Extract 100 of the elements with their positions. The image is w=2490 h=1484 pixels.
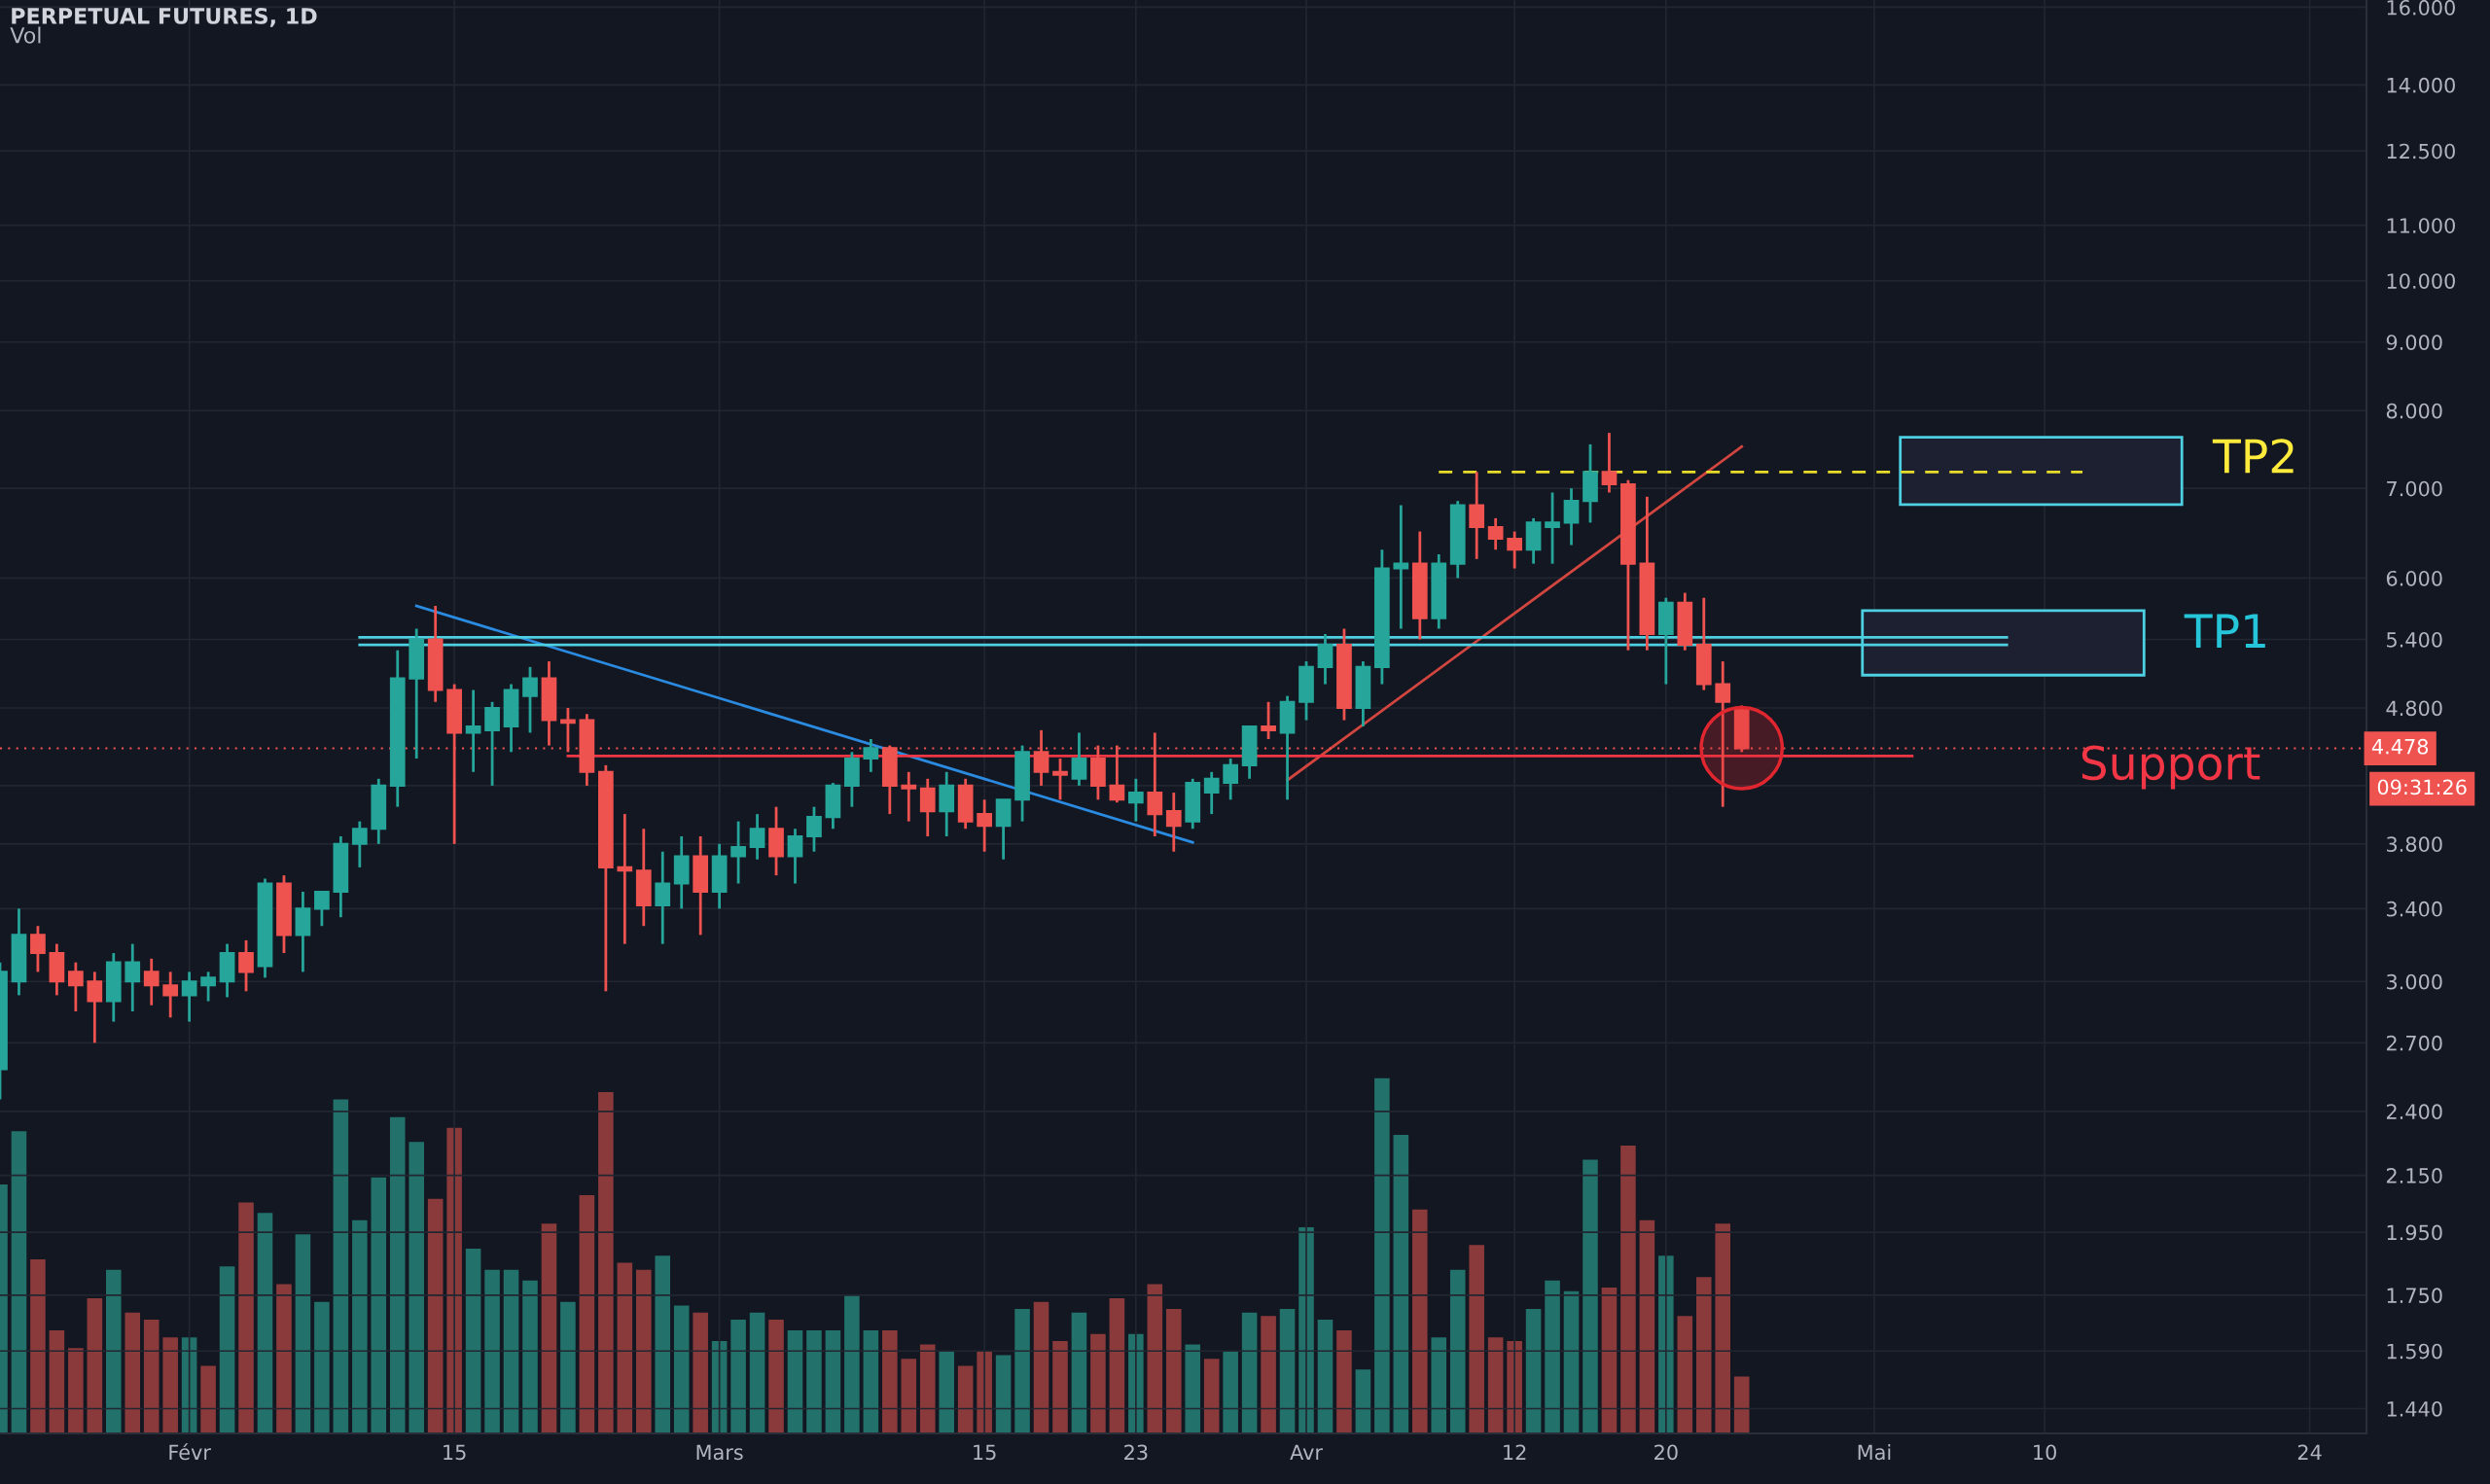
bar	[1733, 1376, 1750, 1433]
bar	[276, 1284, 292, 1433]
bar	[1469, 1245, 1484, 1433]
annotation: TP1	[2184, 614, 2265, 649]
bar	[541, 1223, 557, 1433]
bar	[1583, 1159, 1598, 1433]
bar	[882, 1329, 898, 1433]
bar	[579, 1195, 595, 1433]
ref-line-label: 4.478	[2371, 738, 2429, 755]
x-tick-label: Mai	[1858, 1444, 1891, 1461]
bar	[1090, 1333, 1106, 1433]
bar	[1525, 1309, 1542, 1433]
candlestick	[1071, 731, 1087, 788]
x-tick-label: 15	[974, 1444, 996, 1461]
bar	[124, 1312, 141, 1433]
bar	[863, 1329, 879, 1433]
candlestick	[655, 850, 671, 946]
bar	[1261, 1316, 1276, 1433]
bar	[314, 1301, 330, 1433]
y-tick-label: 3.000	[2387, 973, 2442, 990]
x-tick-label: Avr	[1290, 1444, 1323, 1460]
bar	[825, 1329, 841, 1433]
x-tick-label: 15	[444, 1444, 466, 1461]
bar	[1620, 1145, 1636, 1433]
bar	[1487, 1337, 1504, 1433]
y-tick-label: 2.700	[2386, 1035, 2442, 1051]
candlestick	[465, 689, 481, 774]
annotation: TP2	[2212, 439, 2294, 474]
candlestick	[87, 970, 103, 1044]
bar	[939, 1351, 954, 1433]
bar	[1412, 1209, 1428, 1433]
candlestick	[901, 770, 917, 824]
bar	[995, 1355, 1012, 1433]
candlestick	[749, 812, 765, 862]
bar	[1393, 1134, 1409, 1433]
candlestick	[1261, 700, 1276, 741]
bar	[1052, 1340, 1068, 1433]
candlestick	[919, 777, 936, 838]
bar	[1014, 1309, 1030, 1433]
bar	[1374, 1078, 1390, 1433]
bar	[1639, 1219, 1655, 1433]
bar	[1715, 1223, 1731, 1433]
bar	[673, 1305, 690, 1433]
candlestick	[1487, 516, 1504, 551]
candlestick	[1203, 770, 1220, 816]
y-tick-label: 1.590	[2387, 1343, 2442, 1360]
bar	[1241, 1312, 1258, 1433]
candlestick	[124, 942, 141, 1013]
bar	[389, 1116, 406, 1433]
y-tick-label: 2.400	[2386, 1104, 2442, 1120]
bar	[30, 1258, 46, 1433]
bar	[1203, 1359, 1220, 1433]
candlestick	[1507, 530, 1522, 570]
bar	[655, 1255, 671, 1433]
bar	[1033, 1301, 1049, 1433]
x-tick-label: 24	[2297, 1444, 2322, 1460]
bar	[1109, 1298, 1125, 1433]
y-tick-label: 1.440	[2387, 1400, 2442, 1417]
bar	[87, 1298, 103, 1433]
candlestick	[1052, 757, 1068, 801]
bar	[503, 1269, 519, 1433]
y-tick-label: 8.000	[2386, 403, 2442, 419]
bar	[957, 1365, 974, 1433]
bar	[598, 1092, 614, 1433]
bar	[919, 1344, 936, 1433]
bar	[1545, 1280, 1560, 1433]
bar	[162, 1337, 178, 1433]
y-tick-label: 2.150	[2386, 1168, 2442, 1184]
y-tick-label: 12.500	[2387, 143, 2455, 159]
bar	[219, 1266, 235, 1433]
bar	[295, 1234, 311, 1433]
candlestick	[351, 820, 368, 869]
text: 09:31:26	[2377, 779, 2467, 795]
bar	[1431, 1337, 1447, 1433]
bar	[749, 1312, 765, 1433]
bar	[68, 1348, 84, 1433]
bar	[1147, 1284, 1163, 1433]
x-tick-label: 10	[2034, 1444, 2056, 1461]
y-tick-label: 1.950	[2387, 1224, 2442, 1241]
y-tick-label: 9.000	[2386, 335, 2442, 350]
candlestick	[617, 812, 633, 946]
candlestick	[787, 827, 803, 885]
candlestick	[1469, 470, 1485, 561]
candlestick	[1545, 491, 1560, 566]
bar	[1563, 1290, 1580, 1433]
bar	[1223, 1351, 1238, 1433]
y-tick-label: 10.000	[2387, 273, 2455, 289]
bar	[484, 1269, 500, 1433]
bar	[352, 1219, 368, 1433]
y-tick-label: 4.800	[2386, 700, 2442, 717]
candlestick	[238, 938, 254, 993]
x-tick-label: Mars	[696, 1444, 743, 1461]
y-tick-label: 1.750	[2387, 1288, 2442, 1304]
bar	[409, 1142, 424, 1433]
annotation: Support	[2081, 745, 2260, 790]
y-tick-label: 7.000	[2387, 480, 2442, 497]
bar	[768, 1320, 784, 1433]
candlestick	[977, 797, 992, 854]
candlestick	[1393, 504, 1409, 630]
y-tick-label: 11.000	[2387, 218, 2455, 233]
